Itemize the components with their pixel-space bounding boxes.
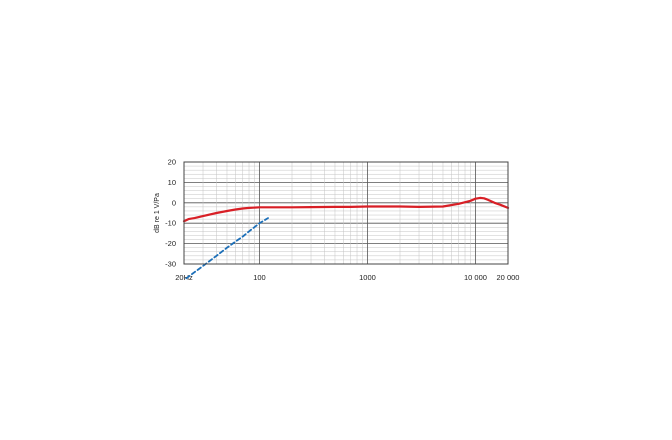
x-tick-label: 1000	[359, 273, 376, 282]
chart-grid	[183, 161, 509, 265]
series-group	[182, 196, 510, 280]
x-tick-label: 10 000	[464, 273, 487, 282]
y-axis-label: dB re 1 V/Pa	[154, 193, 161, 233]
y-tick-labels: 20 10 0 -10 -20 -30	[165, 158, 176, 269]
y-tick-label: -10	[165, 219, 176, 228]
plot-frame	[183, 161, 509, 265]
x-tick-label: 20 000	[497, 273, 520, 282]
y-tick-label: 20	[168, 158, 176, 167]
y-tick-label: 10	[168, 178, 176, 187]
solid-series-line	[182, 196, 510, 223]
y-tick-label: 0	[172, 198, 176, 207]
x-tick-label: 20Hz	[175, 273, 193, 282]
y-tick-label: -20	[165, 239, 176, 248]
x-tick-labels: 20Hz 100 1000 10 000 20 000	[175, 273, 519, 282]
y-tick-label: -30	[165, 260, 176, 269]
x-tick-label: 100	[253, 273, 266, 282]
dashed-series-line	[185, 217, 269, 280]
